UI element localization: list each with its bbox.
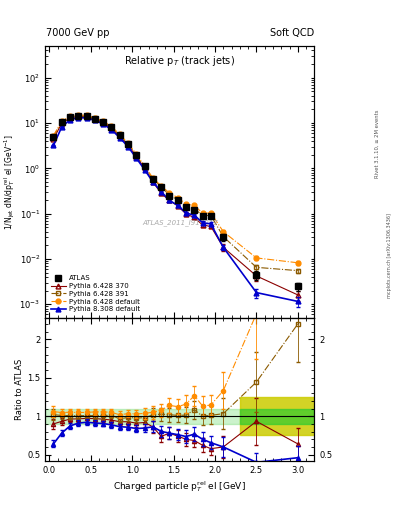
X-axis label: Charged particle p$^{\rm rel}_{T}$ el [GeV]: Charged particle p$^{\rm rel}_{T}$ el [G… — [114, 479, 246, 494]
Text: 7000 GeV pp: 7000 GeV pp — [46, 28, 109, 38]
Bar — [240, 409, 314, 424]
Bar — [240, 397, 314, 435]
Text: Rivet 3.1.10, ≥ 2M events: Rivet 3.1.10, ≥ 2M events — [375, 109, 380, 178]
Y-axis label: 1/N$_{\rm jet}$ dN/dp$^{\rm rel}_{T}$ el [GeV$^{-1}$]: 1/N$_{\rm jet}$ dN/dp$^{\rm rel}_{T}$ el… — [2, 134, 17, 230]
Y-axis label: Ratio to ATLAS: Ratio to ATLAS — [15, 359, 24, 420]
Legend: ATLAS, Pythia 6.428 370, Pythia 6.428 391, Pythia 6.428 default, Pythia 8.308 de: ATLAS, Pythia 6.428 370, Pythia 6.428 39… — [49, 273, 142, 314]
Bar — [45, 409, 314, 424]
Text: Relative p$_T$ (track jets): Relative p$_T$ (track jets) — [124, 54, 235, 68]
Text: Soft QCD: Soft QCD — [270, 28, 314, 38]
Text: mcplots.cern.ch [arXiv:1306.3436]: mcplots.cern.ch [arXiv:1306.3436] — [387, 214, 391, 298]
Text: ATLAS_2011_I919017: ATLAS_2011_I919017 — [142, 219, 218, 226]
